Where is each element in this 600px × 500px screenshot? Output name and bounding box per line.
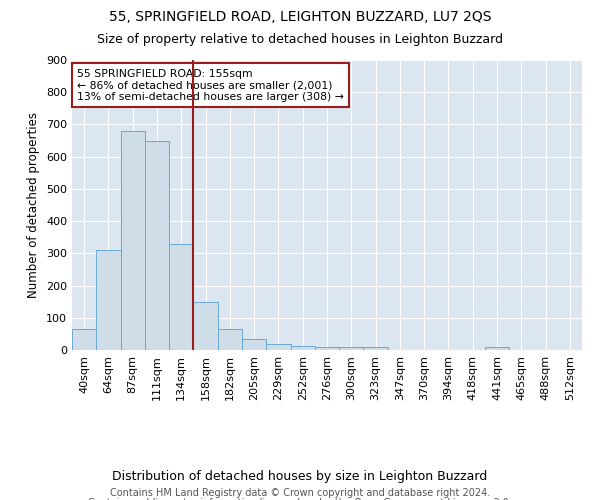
Bar: [290, 346, 315, 350]
Bar: [242, 338, 266, 350]
Bar: [315, 347, 339, 350]
Y-axis label: Number of detached properties: Number of detached properties: [28, 112, 40, 298]
Bar: [145, 140, 169, 350]
Text: Contains HM Land Registry data © Crown copyright and database right 2024.: Contains HM Land Registry data © Crown c…: [110, 488, 490, 498]
Bar: [266, 344, 290, 350]
Text: 55, SPRINGFIELD ROAD, LEIGHTON BUZZARD, LU7 2QS: 55, SPRINGFIELD ROAD, LEIGHTON BUZZARD, …: [109, 10, 491, 24]
Text: 55 SPRINGFIELD ROAD: 155sqm
← 86% of detached houses are smaller (2,001)
13% of : 55 SPRINGFIELD ROAD: 155sqm ← 86% of det…: [77, 68, 344, 102]
Text: Contains public sector information licensed under the Open Government Licence v3: Contains public sector information licen…: [88, 498, 512, 500]
Text: Size of property relative to detached houses in Leighton Buzzard: Size of property relative to detached ho…: [97, 32, 503, 46]
Bar: [96, 250, 121, 350]
Bar: [485, 347, 509, 350]
Bar: [72, 329, 96, 350]
Bar: [339, 347, 364, 350]
Bar: [169, 244, 193, 350]
Bar: [193, 302, 218, 350]
Bar: [218, 329, 242, 350]
Text: Distribution of detached houses by size in Leighton Buzzard: Distribution of detached houses by size …: [112, 470, 488, 483]
Bar: [364, 347, 388, 350]
Bar: [121, 131, 145, 350]
